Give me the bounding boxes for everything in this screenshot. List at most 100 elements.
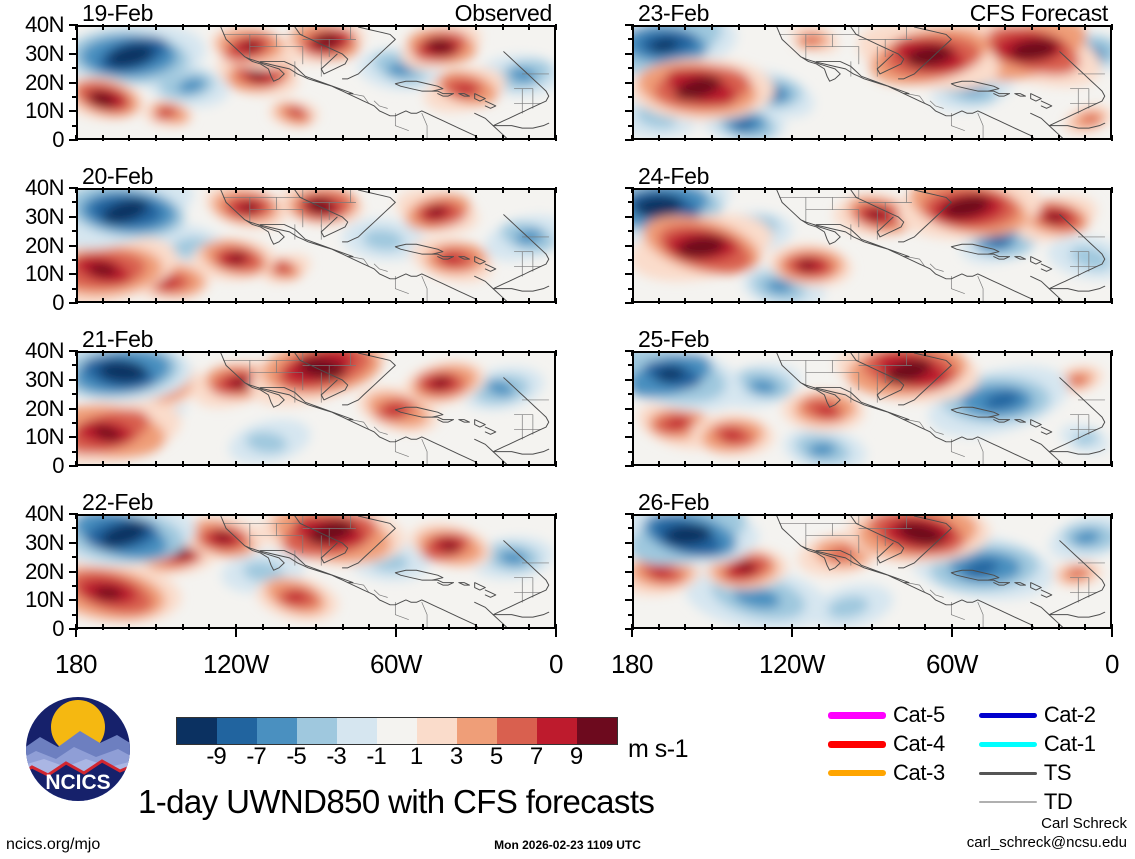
x-minor-tick bbox=[1031, 135, 1033, 141]
x-minor-tick bbox=[555, 135, 557, 141]
x-minor-tick bbox=[128, 24, 131, 30]
x-minor-tick bbox=[341, 461, 344, 467]
y-minor-tick bbox=[72, 541, 77, 544]
x-minor-tick bbox=[871, 135, 873, 141]
map-panel bbox=[632, 25, 1112, 140]
x-minor-tick bbox=[528, 624, 531, 630]
x-minor-tick bbox=[817, 350, 820, 356]
x-minor-tick bbox=[501, 187, 504, 193]
x-minor-tick bbox=[208, 135, 211, 141]
x-minor-tick bbox=[764, 624, 767, 630]
y-axis-label: 20N bbox=[25, 232, 64, 258]
y-minor-tick bbox=[72, 584, 77, 587]
x-minor-tick bbox=[711, 298, 713, 304]
map-panel bbox=[76, 514, 556, 629]
legend-item[interactable]: Cat-1 bbox=[978, 731, 1096, 757]
x-minor-tick bbox=[711, 135, 713, 141]
y-minor-tick bbox=[628, 599, 633, 602]
x-minor-tick bbox=[817, 624, 820, 630]
y-axis-label: 20N bbox=[25, 558, 64, 584]
colorbar-tick-label: -5 bbox=[286, 743, 306, 770]
x-minor-tick bbox=[737, 24, 740, 30]
x-minor-tick bbox=[1111, 135, 1113, 141]
x-minor-tick bbox=[315, 513, 317, 519]
x-minor-tick bbox=[235, 135, 237, 141]
x-minor-tick bbox=[684, 461, 687, 467]
x-minor-tick bbox=[448, 513, 451, 519]
x-minor-tick bbox=[448, 350, 451, 356]
x-minor-tick bbox=[261, 350, 264, 356]
x-minor-tick bbox=[235, 24, 237, 30]
y-axis-label: 40N bbox=[25, 338, 64, 363]
x-minor-tick bbox=[897, 187, 900, 193]
legend-item[interactable]: TS bbox=[978, 760, 1096, 786]
x-minor-tick bbox=[1084, 187, 1087, 193]
y-minor-tick bbox=[72, 273, 77, 276]
x-minor-tick bbox=[528, 298, 531, 304]
x-minor-tick bbox=[75, 513, 77, 519]
author-email[interactable]: carl_schreck@ncsu.edu bbox=[966, 834, 1127, 851]
x-minor-tick bbox=[977, 187, 980, 193]
x-minor-tick bbox=[711, 187, 713, 193]
x-minor-tick bbox=[737, 513, 740, 519]
y-minor-tick bbox=[628, 541, 633, 544]
y-minor-tick bbox=[72, 556, 77, 559]
y-minor-tick bbox=[628, 570, 633, 573]
x-minor-tick bbox=[261, 135, 264, 141]
y-minor-tick bbox=[628, 95, 633, 98]
colorbar-segment bbox=[417, 718, 457, 744]
x-minor-tick bbox=[235, 513, 237, 519]
site-url-label[interactable]: ncics.org/mjo bbox=[6, 836, 101, 853]
x-minor-tick bbox=[288, 24, 291, 30]
x-minor-tick bbox=[75, 24, 77, 30]
y-minor-tick bbox=[628, 38, 633, 41]
x-minor-tick bbox=[181, 513, 184, 519]
legend-item[interactable]: Cat-5 bbox=[828, 702, 945, 728]
x-minor-tick bbox=[791, 350, 793, 356]
border-lines bbox=[779, 27, 1106, 138]
x-major-tick bbox=[951, 628, 953, 637]
x-major-tick bbox=[1111, 628, 1113, 637]
x-minor-tick bbox=[631, 187, 633, 193]
x-minor-tick bbox=[421, 513, 424, 519]
legend-item-label: Cat-2 bbox=[1043, 702, 1096, 727]
x-minor-tick bbox=[657, 513, 660, 519]
x-minor-tick bbox=[951, 624, 953, 630]
x-minor-tick bbox=[181, 350, 184, 356]
legend-item[interactable]: Cat-4 bbox=[828, 731, 945, 757]
x-minor-tick bbox=[817, 513, 820, 519]
x-minor-tick bbox=[315, 350, 317, 356]
x-minor-tick bbox=[315, 298, 317, 304]
x-minor-tick bbox=[657, 24, 660, 30]
x-minor-tick bbox=[684, 513, 687, 519]
x-axis-label: 60W bbox=[370, 649, 422, 679]
legend-column: Cat-2 Cat-1 TS TD bbox=[978, 702, 1096, 815]
colorbar-tick-label: -1 bbox=[366, 743, 386, 770]
x-minor-tick bbox=[181, 24, 184, 30]
column-header-left: Observed bbox=[454, 0, 553, 26]
x-minor-tick bbox=[1057, 187, 1060, 193]
y-minor-tick bbox=[628, 201, 633, 204]
x-major-tick bbox=[75, 628, 77, 637]
y-minor-tick bbox=[72, 95, 77, 98]
legend-item[interactable]: Cat-3 bbox=[828, 760, 945, 786]
x-minor-tick bbox=[764, 513, 767, 519]
colorbar-segment bbox=[497, 718, 537, 744]
x-minor-tick bbox=[737, 350, 740, 356]
x-minor-tick bbox=[764, 461, 767, 467]
panel-date-label: 19-Feb bbox=[82, 0, 154, 26]
x-minor-tick bbox=[208, 298, 211, 304]
x-minor-tick bbox=[1111, 298, 1113, 304]
y-minor-tick bbox=[628, 24, 633, 26]
x-minor-tick bbox=[501, 350, 504, 356]
y-minor-tick bbox=[72, 393, 77, 396]
x-minor-tick bbox=[208, 187, 211, 193]
panel-date-label: 20-Feb bbox=[82, 163, 154, 189]
x-minor-tick bbox=[208, 350, 211, 356]
border-lines bbox=[779, 190, 1106, 301]
x-minor-tick bbox=[75, 298, 77, 304]
legend-item[interactable]: TD bbox=[978, 789, 1096, 815]
x-minor-tick bbox=[844, 135, 847, 141]
x-minor-tick bbox=[475, 24, 477, 30]
legend-item[interactable]: Cat-2 bbox=[978, 702, 1096, 728]
